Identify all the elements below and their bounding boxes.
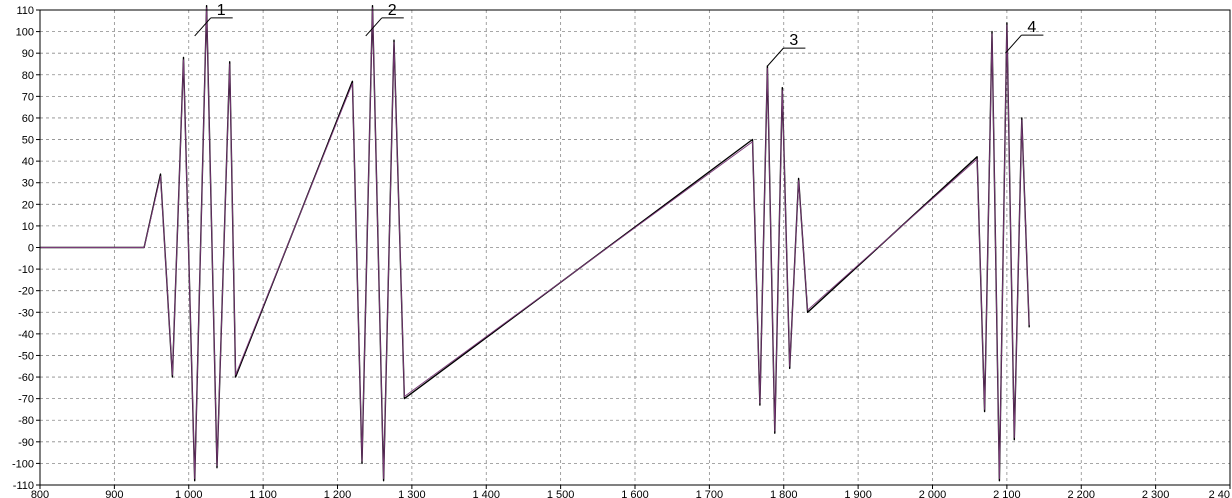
y-tick-label: -50 [18, 350, 34, 362]
annotation-leader [365, 17, 383, 37]
x-tick-label: 1 000 [175, 489, 203, 498]
y-tick-label: 70 [22, 91, 34, 103]
x-axis: 800 900 1 000 1 100 1 200 1 300 1 400 1 500 1 60… [31, 485, 1231, 498]
annotation-leader [194, 17, 212, 37]
y-tick-label: -30 [18, 307, 34, 319]
y-tick-label: 30 [22, 178, 34, 190]
y-tick-label: 110 [16, 5, 34, 17]
y-tick-label: -100 [12, 458, 34, 470]
x-tick-label: 2 000 [919, 489, 947, 498]
y-tick-label: 100 [16, 27, 34, 39]
x-tick-label: 2 40 [1209, 489, 1230, 498]
y-tick-label: -70 [18, 394, 34, 406]
y-tick-label: 80 [22, 70, 34, 82]
y-tick-label: -60 [18, 372, 34, 384]
annotation-leader [767, 47, 784, 67]
x-tick-label: 800 [31, 489, 49, 498]
x-tick-label: 1 400 [472, 489, 500, 498]
annotation-leader [1005, 34, 1022, 54]
y-tick-label: 60 [22, 113, 34, 125]
x-tick-label: 900 [105, 489, 123, 498]
series-line-2 [40, 7, 1030, 479]
x-tick-label: 1 600 [621, 489, 649, 498]
annotation-label: 4 [1027, 19, 1036, 36]
series-lines [40, 4, 1030, 482]
y-tick-label: 90 [22, 48, 34, 60]
grid [40, 10, 1230, 485]
x-tick-label: 1 700 [696, 489, 724, 498]
x-tick-label: 1 300 [398, 489, 426, 498]
y-tick-label: -40 [18, 329, 34, 341]
y-tick-label: 50 [22, 135, 34, 147]
y-tick-label: -80 [18, 415, 34, 427]
y-tick-label: 10 [22, 221, 34, 233]
x-tick-label: 1 500 [547, 489, 575, 498]
y-tick-label: -90 [18, 437, 34, 449]
y-tick-label: 20 [22, 199, 34, 211]
y-tick-label: -110 [13, 480, 34, 492]
x-tick-label: 2 300 [1142, 489, 1170, 498]
x-tick-label: 1 900 [844, 489, 872, 498]
annotation-label: 3 [789, 32, 798, 49]
y-tick-label: 0 [28, 243, 34, 255]
plot-frame [39, 9, 1231, 486]
x-tick-label: 1 100 [249, 489, 277, 498]
y-tick-label: -20 [18, 286, 34, 298]
y-tick-label: 40 [22, 156, 34, 168]
x-tick-label: 1 800 [770, 489, 798, 498]
x-tick-label: 2 100 [993, 489, 1021, 498]
x-tick-label: 2 200 [1067, 489, 1095, 498]
x-tick-label: 1 200 [324, 489, 352, 498]
y-axis: -110-100-90-80-70-60-50-40-30-20-1001020… [12, 5, 40, 492]
y-tick-label: -10 [18, 264, 34, 276]
